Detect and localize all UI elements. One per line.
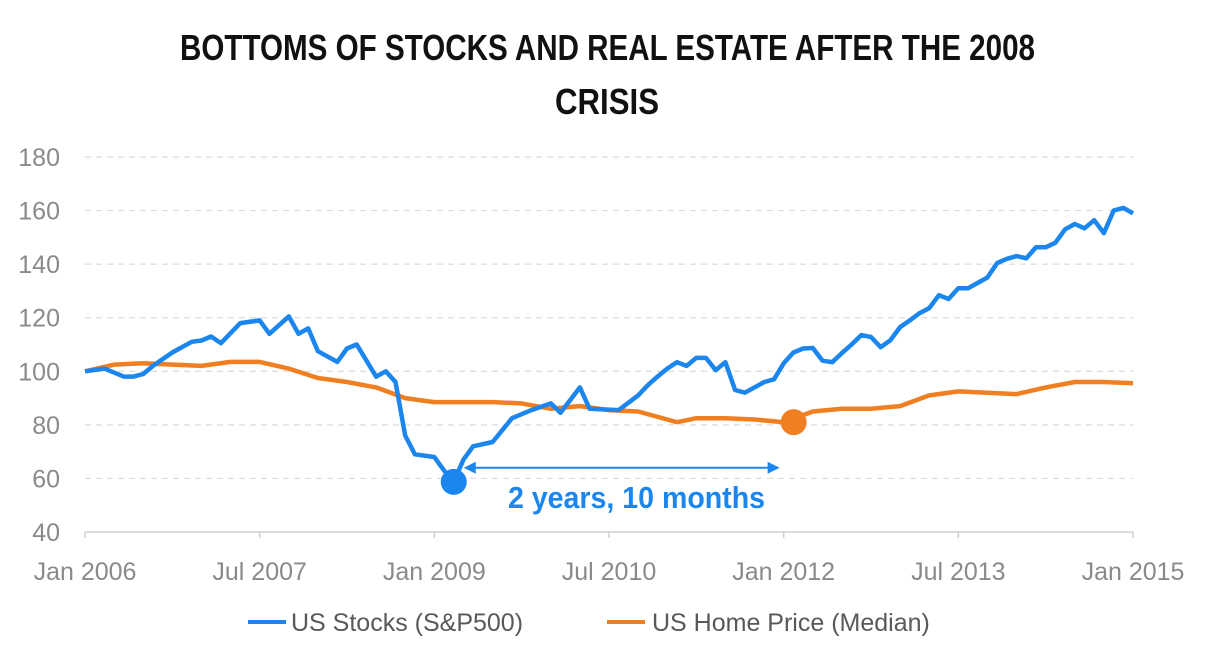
y-tick-label: 120	[18, 305, 60, 333]
legend: US Stocks (S&P500) US Home Price (Median…	[248, 609, 930, 637]
x-tick-label: Jul 2007	[212, 558, 307, 586]
gap-label: 2 years, 10 months	[508, 480, 765, 515]
x-tick-label: Jul 2010	[562, 558, 657, 586]
series-lines	[84, 205, 1135, 485]
home-price-bottom-marker	[780, 409, 807, 436]
y-axis: 40 60 80 100 120 140 160 180	[18, 144, 60, 547]
legend-label-home-price: US Home Price (Median)	[652, 609, 930, 637]
arrow-head-right	[767, 461, 780, 474]
y-tick-label: 60	[32, 465, 60, 493]
gridlines	[85, 156, 1133, 533]
y-tick-label: 100	[18, 358, 60, 386]
annotations: 2 years, 10 months	[440, 409, 807, 515]
stocks-line	[84, 205, 1135, 485]
x-axis: Jan 2006 Jul 2007 Jan 2009 Jul 2010 Jan 2012…	[34, 532, 1185, 586]
x-tick-label: Jan 2009	[383, 558, 486, 586]
y-tick-label: 180	[18, 144, 60, 172]
x-tick-label: Jul 2013	[911, 558, 1006, 586]
x-tick-label: Jan 2015	[1082, 558, 1185, 586]
arrow-head-left	[463, 461, 476, 474]
x-tick-label: Jan 2006	[34, 558, 137, 586]
stocks-bottom-marker	[440, 468, 467, 495]
chart-title-line-1: BOTTOMS OF STOCKS AND REAL ESTATE AFTER …	[180, 27, 1035, 68]
home-price-line	[84, 359, 1134, 425]
chart-title-line-2: CRISIS	[555, 81, 659, 122]
y-tick-label: 160	[18, 198, 60, 226]
x-tick-label: Jan 2012	[732, 558, 835, 586]
y-tick-label: 80	[32, 412, 60, 440]
y-tick-label: 40	[32, 519, 60, 547]
y-tick-label: 140	[18, 251, 60, 279]
legend-label-stocks: US Stocks (S&P500)	[291, 609, 523, 637]
